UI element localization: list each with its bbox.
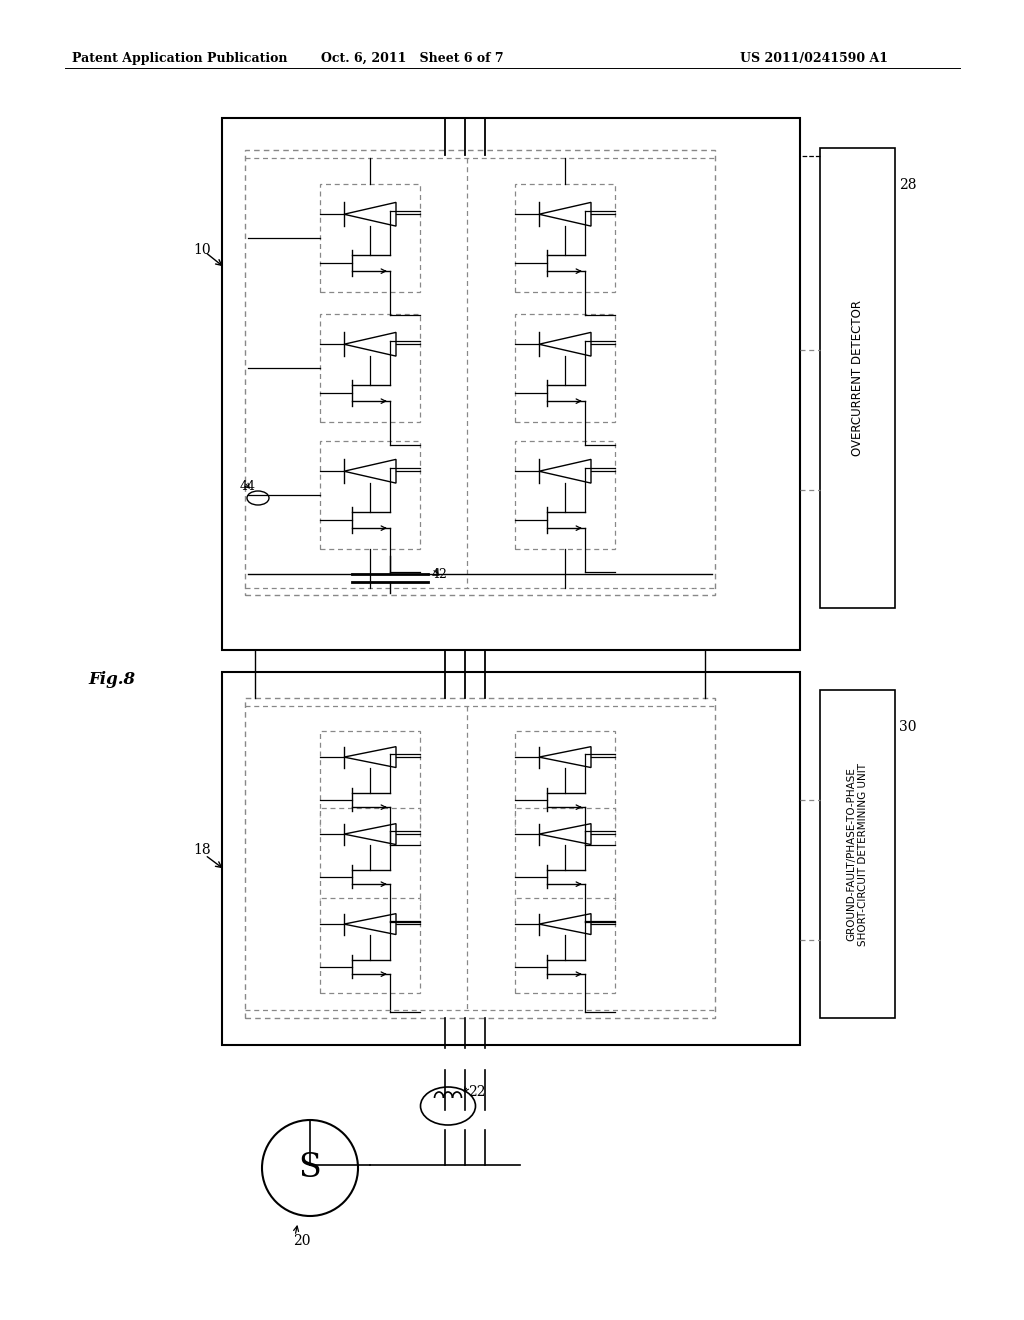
Text: Patent Application Publication: Patent Application Publication — [72, 51, 288, 65]
Bar — [515, 730, 615, 825]
Text: 30: 30 — [899, 719, 916, 734]
Bar — [245, 698, 715, 1018]
Text: 28: 28 — [899, 178, 916, 191]
Text: 20: 20 — [293, 1234, 310, 1247]
Bar — [245, 150, 715, 595]
Bar — [319, 898, 420, 993]
Text: Fig.8: Fig.8 — [88, 672, 135, 689]
Text: OVERCURRENT DETECTOR: OVERCURRENT DETECTOR — [851, 300, 864, 455]
Text: 22: 22 — [468, 1085, 485, 1100]
Text: Oct. 6, 2011   Sheet 6 of 7: Oct. 6, 2011 Sheet 6 of 7 — [321, 51, 504, 65]
Text: 42: 42 — [432, 568, 447, 581]
Text: US 2011/0241590 A1: US 2011/0241590 A1 — [740, 51, 888, 65]
Ellipse shape — [247, 491, 269, 506]
Text: 44: 44 — [240, 480, 256, 492]
Text: 18: 18 — [193, 843, 211, 857]
Bar — [515, 183, 615, 292]
Bar — [319, 730, 420, 825]
Bar — [515, 314, 615, 422]
Text: S: S — [299, 1152, 322, 1184]
Bar — [222, 117, 800, 649]
Bar — [222, 672, 800, 1045]
Text: GROUND-FAULT/PHASE-TO-PHASE
SHORT-CIRCUIT DETERMINING UNIT: GROUND-FAULT/PHASE-TO-PHASE SHORT-CIRCUI… — [847, 763, 868, 945]
Bar — [515, 441, 615, 549]
Bar — [319, 183, 420, 292]
Bar — [515, 808, 615, 903]
Circle shape — [262, 1119, 358, 1216]
Bar — [820, 148, 895, 609]
Text: 10: 10 — [193, 243, 211, 257]
Ellipse shape — [421, 1086, 475, 1125]
Bar — [319, 441, 420, 549]
Bar — [820, 690, 895, 1018]
Bar — [319, 808, 420, 903]
Bar — [515, 898, 615, 993]
Bar — [319, 314, 420, 422]
